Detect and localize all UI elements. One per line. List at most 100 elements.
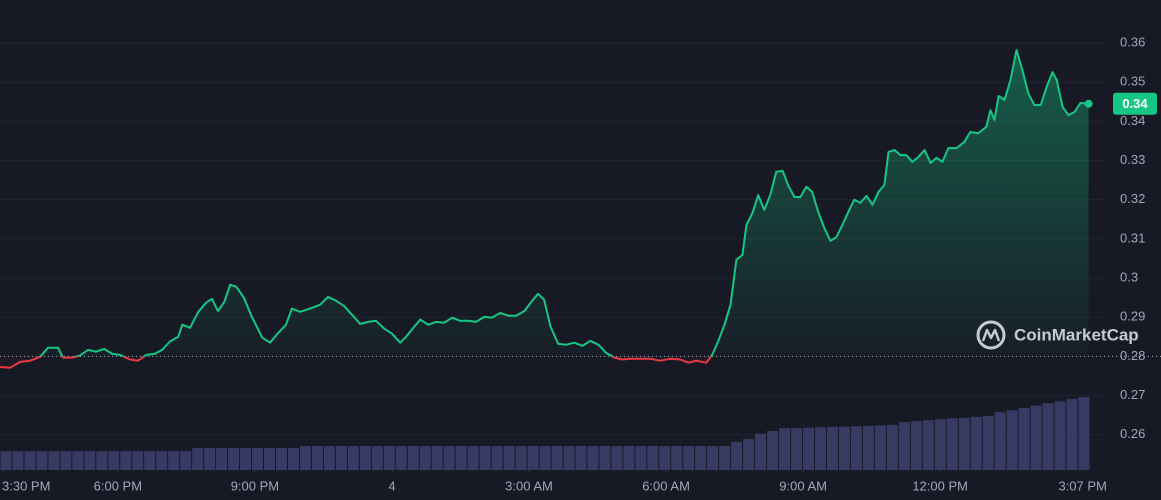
y-tick-label: 0.36 (1120, 35, 1145, 50)
y-tick-label: 0.31 (1120, 230, 1145, 245)
volume-bar (994, 412, 1006, 470)
y-tick-label: 0.3 (1120, 270, 1138, 285)
volume-bar (180, 451, 192, 470)
axes: 0.26 0.27 0.28 0.29 0.3 0.31 0.32 0.33 0.34 0.35 0… (2, 35, 1157, 493)
volume-bar (311, 446, 323, 470)
volume-bar (431, 446, 443, 470)
volume-bar (192, 447, 204, 470)
y-tick-label: 0.34 (1120, 113, 1145, 128)
y-tick-label: 0.28 (1120, 348, 1145, 363)
volume-bar (443, 446, 455, 470)
volume-bar (299, 446, 311, 470)
volume-bar (323, 446, 335, 470)
volume-bar (707, 446, 719, 470)
volume-bar (228, 447, 240, 470)
volume-bar (1030, 405, 1042, 470)
y-tick-label: 0.26 (1120, 426, 1145, 441)
x-tick-label: 4 (388, 478, 395, 493)
volume-bar (934, 419, 946, 470)
volume-bar (803, 427, 815, 470)
y-tick-label: 0.27 (1120, 387, 1145, 402)
x-tick-label: 3:30 PM (2, 478, 50, 493)
volume-bar (539, 446, 551, 470)
volume-bar (132, 451, 144, 470)
watermark: CoinMarketCap (976, 320, 1139, 350)
volume-bar (719, 446, 731, 470)
volume-bar (48, 451, 60, 470)
volume-bar (898, 422, 910, 470)
volume-bar (671, 446, 683, 470)
y-tick-label: 0.32 (1120, 191, 1145, 206)
x-tick-label: 6:00 AM (642, 478, 690, 493)
volume-bar (479, 446, 491, 470)
volume-bar (958, 417, 970, 470)
volume-bar (1042, 403, 1054, 470)
volume-bar (767, 430, 779, 470)
volume-bar (383, 446, 395, 470)
volume-bar (515, 446, 527, 470)
volume-bar (731, 441, 743, 470)
volume-bar (910, 421, 922, 470)
volume-bar (850, 426, 862, 470)
volume-bar (922, 420, 934, 470)
last-point (1084, 99, 1093, 108)
volume-bar (755, 433, 767, 470)
volume-bar (527, 446, 539, 470)
volume-bar (275, 447, 287, 470)
volume-bar (826, 426, 838, 470)
volume-bar (551, 446, 563, 470)
volume-bar (779, 428, 791, 470)
x-tick-label: 9:00 PM (231, 478, 279, 493)
x-tick-label: 3:00 AM (505, 478, 553, 493)
price-tag-label: 0.34 (1122, 96, 1148, 111)
x-tick-label: 12:00 PM (912, 478, 968, 493)
volume-bar (683, 446, 695, 470)
volume-bar (599, 446, 611, 470)
price-tag (1113, 92, 1157, 115)
price-line (0, 49, 1089, 369)
area-fill (0, 50, 1089, 368)
volume-bar (72, 451, 84, 470)
volume-bar (611, 446, 623, 470)
volume-bar (108, 451, 120, 470)
volume-bar (575, 446, 587, 470)
volume-bar (359, 446, 371, 470)
volume-bar (204, 447, 216, 470)
volume-bar (587, 446, 599, 470)
volume-bar (455, 446, 467, 470)
watermark-logo (976, 320, 1006, 350)
volume-bar (1006, 410, 1018, 470)
watermark-logo-mark (981, 328, 1001, 342)
volume-bar (24, 451, 36, 470)
volume-bar (659, 446, 671, 470)
volume-bar (84, 451, 96, 470)
volume-bar (503, 446, 515, 470)
y-tick-label: 0.29 (1120, 309, 1145, 324)
volume-bar (982, 415, 994, 470)
volume-bar (264, 447, 275, 470)
y-tick-label: 0.33 (1120, 152, 1145, 167)
volume-bar (36, 451, 48, 470)
volume-bars (0, 397, 1090, 470)
volume-bar (838, 426, 850, 470)
volume-bar (1066, 399, 1078, 470)
volume-bar (335, 446, 347, 470)
volume-bar (252, 447, 264, 470)
volume-bar (216, 447, 228, 470)
volume-bar (371, 446, 383, 470)
volume-bar (467, 446, 479, 470)
x-tick-label: 9:00 AM (779, 478, 827, 493)
volume-bar (287, 447, 299, 470)
volume-bar (0, 451, 12, 470)
volume-bar (12, 451, 24, 470)
volume-bar (743, 438, 755, 470)
y-tick-label: 0.35 (1120, 74, 1145, 89)
volume-bar (60, 451, 72, 470)
volume-bar (156, 451, 168, 470)
volume-bar (96, 451, 108, 470)
volume-bar (419, 446, 431, 470)
x-tick-label: 6:00 PM (94, 478, 142, 493)
volume-bar (695, 446, 707, 470)
volume-bar (946, 418, 958, 470)
